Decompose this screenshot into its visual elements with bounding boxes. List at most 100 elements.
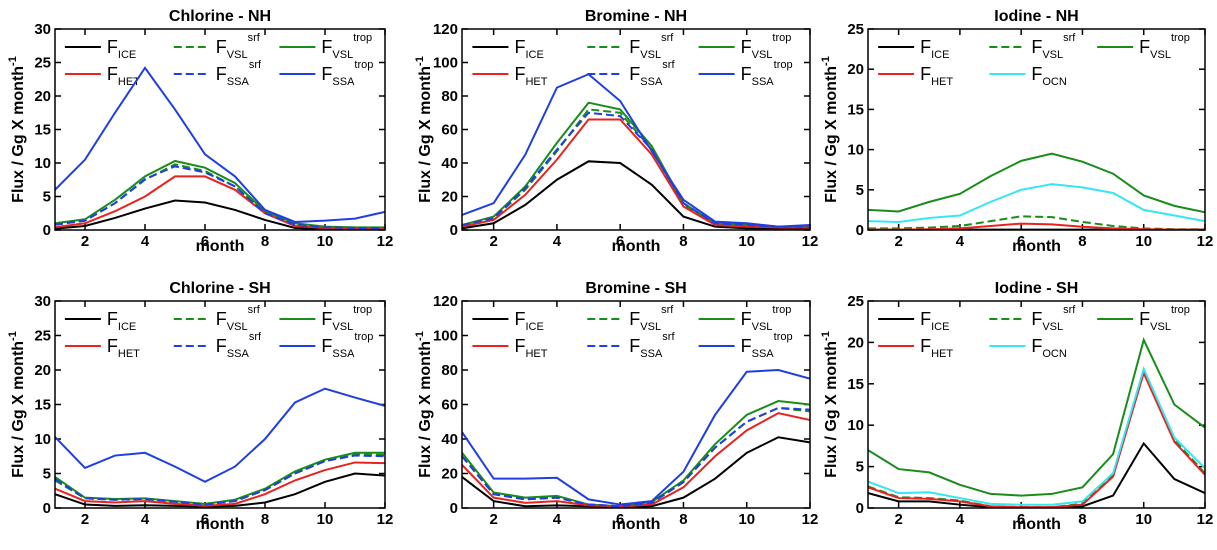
legend-sub: SSA	[332, 348, 355, 360]
legend-sup: trop	[772, 32, 791, 44]
y-tick-label: 15	[34, 122, 51, 139]
legend-label: FICE	[107, 37, 136, 61]
y-tick-label: 10	[847, 142, 864, 159]
legend-name: F	[107, 64, 118, 84]
legend-name: F	[321, 309, 332, 329]
y-tick-label: 120	[433, 293, 458, 310]
x-tick-label: 6	[201, 511, 209, 528]
legend-label: FVSLtrop	[321, 32, 372, 61]
legend-label: FHET	[920, 64, 953, 88]
y-tick-label: 0	[856, 222, 864, 239]
y-axis-label: Flux / Gg X month-1	[820, 331, 840, 478]
y-axis-label-sup: -1	[7, 331, 19, 341]
legend-name: F	[107, 37, 118, 57]
x-tick-label: 4	[553, 511, 562, 528]
y-tick-label: 20	[847, 334, 864, 351]
y-axis-label-text: Flux / Gg X month	[10, 66, 27, 203]
legend-sub: OCN	[1042, 76, 1067, 88]
y-tick-label: 0	[43, 500, 51, 517]
legend-name: F	[1139, 37, 1150, 57]
legend-name: F	[629, 64, 640, 84]
legend-name: F	[1139, 309, 1150, 329]
y-tick-label: 5	[856, 182, 864, 199]
legend-label: FVSLsrf	[1031, 32, 1076, 61]
x-tick-label: 4	[141, 233, 150, 250]
x-axis-label: month	[612, 516, 661, 533]
series-line	[55, 454, 385, 506]
legend-sup: srf	[661, 32, 674, 44]
legend-sub: HET	[118, 348, 140, 360]
y-tick-label: 20	[441, 189, 458, 206]
panel: Chlorine - NH 0 5 10 15 20 25 30 2 4 6 8 10 12 month Fl…	[7, 8, 393, 255]
legend-label: FVSLsrf	[629, 32, 674, 61]
x-tick-label: 2	[81, 511, 89, 528]
x-tick-label: 4	[956, 233, 965, 250]
legend-name: F	[741, 37, 752, 57]
legend-sub: VSL	[752, 321, 773, 333]
legend-name: F	[741, 64, 752, 84]
x-tick-label: 10	[317, 233, 334, 250]
series-line	[868, 152, 1205, 214]
legend-label: FSSA srf	[216, 331, 262, 360]
legend-sub: ICE	[118, 321, 136, 333]
legend-sub: HET	[118, 76, 140, 88]
legend-sub: SSA	[227, 348, 250, 360]
legend-sub: HET	[931, 348, 953, 360]
legend-label: FVSLtrop	[1139, 32, 1190, 61]
legend-sup: trop	[354, 331, 373, 343]
y-axis-label: Flux / Gg X month-1	[7, 331, 27, 478]
legend-sub: VSL	[1042, 321, 1063, 333]
x-tick-label: 12	[1197, 233, 1214, 250]
y-tick-label: 120	[433, 21, 458, 38]
legend-name: F	[216, 37, 227, 57]
series-line	[462, 406, 810, 508]
x-tick-label: 8	[679, 233, 687, 250]
y-axis-label: Flux / Gg X month-1	[414, 331, 434, 478]
legend-name: F	[741, 309, 752, 329]
panel: Iodine - NH 0 5 10 15 20 25 2 4 6 8 10 12 month Flux /…	[820, 8, 1213, 255]
legend-sup: trop	[774, 59, 793, 71]
panel: Chlorine - SH 0 5 10 15 20 25 30 2 4 6 8 10 12 month Fl…	[7, 280, 393, 533]
x-tick-label: 10	[738, 511, 755, 528]
y-tick-label: 40	[441, 431, 458, 448]
legend-sub: VSL	[640, 321, 661, 333]
legend-name: F	[1031, 64, 1042, 84]
chart-title: Bromine - NH	[585, 8, 687, 25]
legend-sup: srf	[248, 32, 261, 44]
y-tick-label: 25	[34, 55, 51, 72]
legend-label: FSSA trop	[321, 59, 373, 88]
legend-sup: trop	[354, 59, 373, 71]
legend-name: F	[216, 336, 227, 356]
series-line	[868, 366, 1205, 506]
legend-sub: SSA	[752, 348, 775, 360]
legend-name: F	[321, 37, 332, 57]
x-tick-label: 10	[1135, 511, 1152, 528]
y-tick-label: 20	[34, 362, 51, 379]
series-line	[462, 108, 810, 228]
plot-frame	[54, 28, 386, 231]
legend-name: F	[216, 64, 227, 84]
legend-label: FHET	[514, 336, 547, 360]
legend-sup: trop	[1171, 304, 1190, 316]
chart-title: Iodine - NH	[994, 8, 1078, 25]
legend-sub: VSL	[752, 49, 773, 61]
panel: Iodine - SH 0 5 10 15 20 25 2 4 6 8 10 12 month Flux /…	[820, 280, 1213, 533]
legend-sup: srf	[248, 304, 261, 316]
x-tick-label: 4	[141, 511, 150, 528]
chart-title: Chlorine - SH	[169, 280, 270, 297]
series-line	[462, 436, 810, 508]
series-line	[868, 370, 1205, 508]
legend-name: F	[920, 64, 931, 84]
y-axis-label-text: Flux / Gg X month	[10, 341, 27, 478]
plot-frame	[867, 28, 1206, 231]
x-tick-label: 2	[894, 233, 902, 250]
plot-frame	[867, 300, 1206, 509]
plot-frame	[461, 300, 811, 509]
legend-sup: trop	[774, 331, 793, 343]
x-tick-label: 4	[956, 511, 965, 528]
legend-label: FVSLsrf	[216, 32, 261, 61]
legend-name: F	[321, 336, 332, 356]
legend-name: F	[514, 309, 525, 329]
series-line	[55, 472, 385, 508]
x-tick-label: 8	[261, 511, 269, 528]
